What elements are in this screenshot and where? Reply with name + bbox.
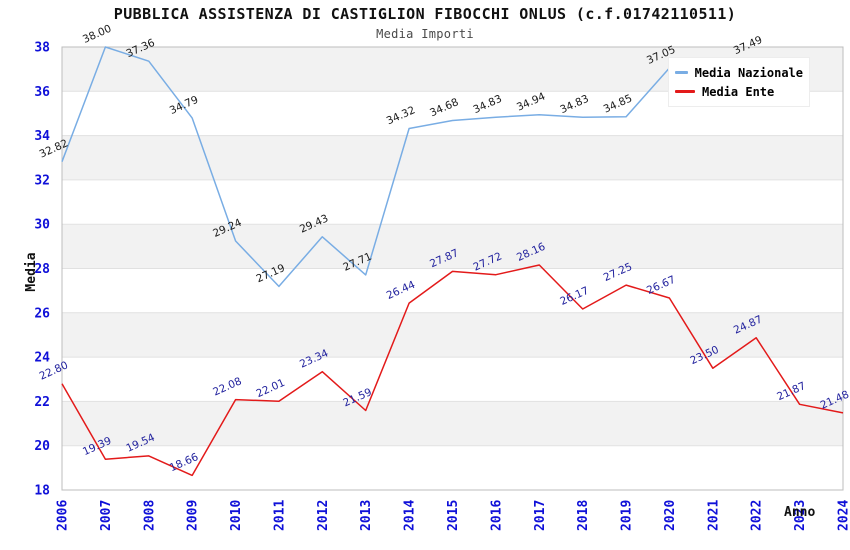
legend-line-swatch-blue: [675, 71, 688, 74]
plot-band: [62, 179, 843, 225]
plot-band: [62, 224, 843, 269]
x-tick-label: 2008: [142, 500, 157, 531]
legend-label-media-ente: Media Ente: [702, 84, 775, 99]
plot-border: [61, 46, 844, 491]
chart-subtitle: Media Importi: [376, 27, 474, 41]
x-tick-label: 2010: [229, 500, 244, 531]
chart-legend: Media Nazionale Media Ente: [668, 57, 810, 107]
plot-band: [62, 268, 843, 313]
plot-band: [62, 357, 843, 402]
y-tick-label: 38: [34, 41, 50, 56]
x-tick-label: 2007: [99, 500, 114, 531]
y-tick-label: 34: [34, 129, 50, 144]
x-tick-label: 2014: [403, 500, 418, 531]
x-tick-label: 2006: [56, 500, 71, 531]
x-tick-label: 2023: [793, 500, 808, 531]
legend-label-media-nazionale: Media Nazionale: [694, 65, 803, 80]
x-tick-label: 2011: [272, 500, 287, 531]
x-tick-label: 2013: [359, 500, 374, 531]
plot-band: [62, 445, 843, 490]
series-line-media-ente: [61, 264, 844, 477]
x-tick-label: 2022: [750, 500, 765, 531]
y-tick-label: 36: [34, 85, 50, 100]
data-label-media-nazionale: 38.00: [81, 23, 113, 46]
x-tick-label: 2018: [576, 500, 591, 531]
y-tick-label: 28: [34, 262, 50, 277]
plot-band: [62, 312, 843, 358]
chart-title: PUBBLICA ASSISTENZA DI CASTIGLION FIBOCC…: [113, 5, 737, 23]
plot-band: [62, 401, 843, 446]
y-tick-label: 24: [34, 351, 50, 366]
y-tick-label: 26: [34, 306, 50, 321]
legend-item-media-nazionale: Media Nazionale: [675, 63, 803, 82]
x-tick-label: 2020: [663, 500, 678, 531]
x-tick-label: 2017: [533, 500, 548, 531]
series-line-media-nazionale: [61, 46, 757, 288]
y-tick-label: 32: [34, 173, 50, 188]
legend-line-swatch-red: [675, 90, 695, 93]
x-tick-label: 2024: [837, 500, 850, 531]
x-tick-label: 2019: [620, 500, 635, 531]
y-tick-label: 20: [34, 439, 50, 454]
x-tick-label: 2015: [446, 500, 461, 531]
legend-item-media-ente: Media Ente: [675, 82, 803, 101]
x-tick-label: 2009: [186, 500, 201, 531]
x-tick-label: 2016: [489, 500, 504, 531]
y-tick-label: 22: [34, 395, 50, 410]
y-tick-label: 18: [34, 484, 50, 499]
y-tick-label: 30: [34, 218, 50, 233]
plot-band: [62, 135, 843, 180]
x-tick-label: 2012: [316, 500, 331, 531]
x-tick-label: 2021: [706, 500, 721, 531]
x-axis-label: Anno: [784, 505, 816, 520]
